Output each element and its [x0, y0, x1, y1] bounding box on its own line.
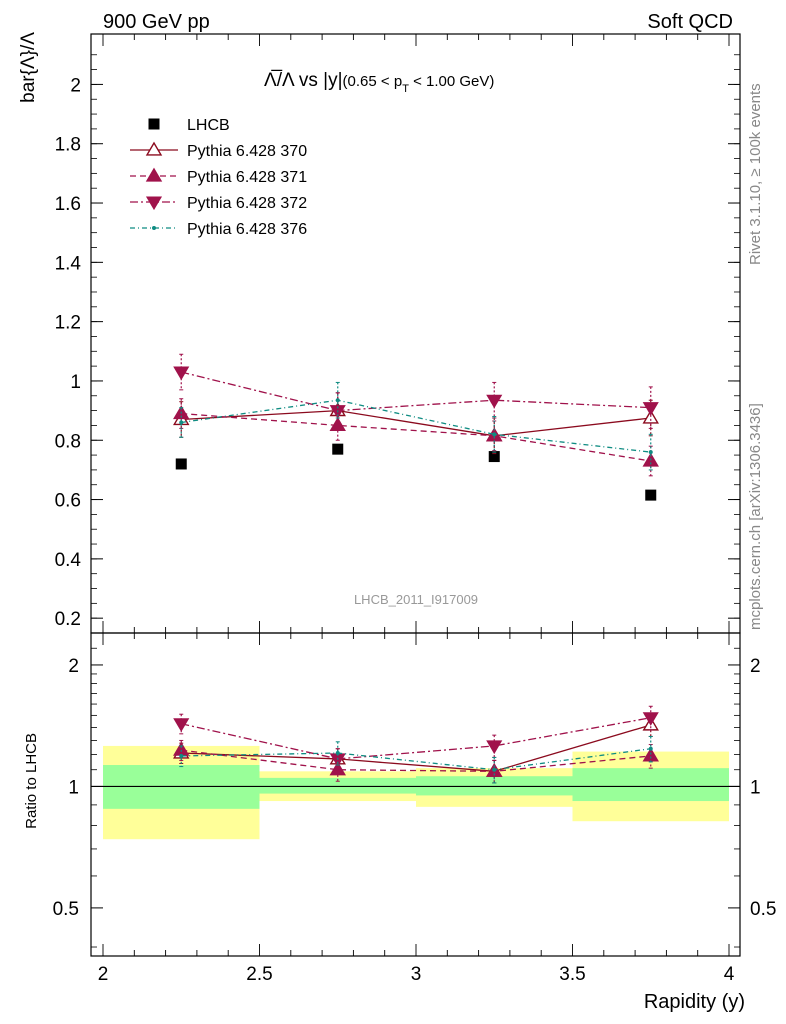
main-data-point: [175, 458, 187, 470]
main-data-point: [642, 402, 659, 416]
main-axis-ticks: 0.2 0.4 0.6 0.8 1 1.2 1.4 1.6 1.8 2: [55, 34, 740, 633]
main-data-point: [648, 450, 653, 455]
main-y-tick-label: 0.6: [55, 491, 81, 512]
plot-title: Λ̅/Λ vs |y|(0.65 < pT < 1.00 GeV): [264, 70, 494, 95]
legend-label: Pythia 6.428 370: [187, 143, 307, 160]
ratio-y-tick-label-right: 2: [750, 656, 761, 677]
main-series-line: [181, 409, 651, 437]
legend-marker: [152, 226, 156, 230]
legend-marker: [148, 118, 160, 130]
main-y-axis-label: bar{Λ}/Λ: [18, 32, 39, 103]
ratio-data-point: [492, 767, 497, 772]
mcplots-label: mcplots.cern.ch [arXiv:1306.3436]: [747, 403, 764, 630]
legend-entry: Pythia 6.428 376: [130, 221, 307, 238]
analysis-watermark: LHCB_2011_I917009: [354, 592, 478, 607]
main-data-point: [173, 366, 190, 381]
main-y-tick-label: 1.4: [55, 253, 82, 274]
main-y-tick-label: 1.2: [55, 313, 81, 334]
legend-entry: Pythia 6.428 372: [130, 195, 307, 212]
main-data-point: [179, 420, 184, 425]
ratio-data-point: [173, 718, 190, 732]
main-y-tick-label: 0.4: [55, 550, 82, 571]
legend-marker: [145, 141, 163, 156]
header-left-label: 900 GeV pp: [103, 11, 210, 33]
legend-entry: LHCB: [148, 117, 230, 134]
ratio-series-line: [181, 717, 651, 760]
main-data-point: [488, 451, 500, 463]
ratio-series-pythia-6.428-372: [173, 705, 659, 771]
ratio-y-tick-label: 2: [68, 656, 79, 677]
main-data-point: [332, 443, 344, 455]
ratio-data-point: [179, 753, 184, 758]
main-data-point: [335, 398, 340, 403]
ratio-y-tick-label: 0.5: [53, 899, 79, 920]
ratio-data-point: [329, 761, 346, 776]
main-y-tick-label: 1.6: [55, 194, 81, 215]
x-tick-label: 2.5: [246, 964, 272, 985]
ratio-series: [173, 705, 659, 784]
main-y-tick-label: 0.8: [55, 431, 81, 452]
main-y-tick-label: 1.8: [55, 135, 81, 156]
ratio-y-tick-label-right: 0.5: [750, 899, 776, 920]
x-tick-label: 4: [724, 964, 735, 985]
ratio-uncertainty-bands: [103, 745, 729, 840]
main-y-tick-label: 1: [70, 372, 81, 393]
legend-label: Pythia 6.428 372: [187, 195, 307, 212]
plot-title-cut-open: (0.65 < p: [343, 73, 403, 90]
ratio-data-point: [335, 751, 340, 756]
plot-title-cut-close: < 1.00 GeV): [409, 73, 494, 90]
legend-label: Pythia 6.428 376: [187, 221, 307, 238]
ratio-series-line: [181, 749, 651, 772]
main-series-line: [181, 399, 651, 453]
ratio-series-pythia-6.428-376: [179, 735, 653, 784]
ratio-inner-band: [416, 776, 573, 796]
plot-title-cut-sub: T: [402, 83, 409, 95]
x-tick-label: 2: [98, 964, 109, 985]
legend-marker: [145, 196, 163, 211]
ratio-data-point: [648, 746, 653, 751]
main-data-point: [492, 432, 497, 437]
ratio-plot-frame: [90, 632, 741, 957]
main-data-point: [486, 394, 503, 409]
x-tick-label: 3: [411, 964, 422, 985]
main-data-point: [645, 489, 657, 501]
ratio-data-point: [486, 740, 503, 755]
header-right-label: Soft QCD: [647, 11, 733, 33]
main-y-tick-label: 0.2: [55, 609, 81, 630]
legend-label: LHCB: [187, 117, 230, 134]
ratio-y-axis-label: Ratio to LHCB: [23, 733, 40, 829]
main-series-pythia-6.428-371: [173, 398, 659, 477]
legend-label: Pythia 6.428 371: [187, 169, 307, 186]
main-series: [173, 353, 659, 501]
legend: LHCB Pythia 6.428 370 Pythia 6.428 371 Pyth…: [130, 117, 307, 238]
ratio-data-point: [642, 712, 659, 726]
main-series-pythia-6.428-372: [173, 353, 659, 429]
ratio-series-line: [181, 724, 651, 772]
ratio-series-line: [181, 748, 651, 771]
ratio-inner-band: [259, 777, 416, 794]
x-axis-label: Rapidity (y): [644, 991, 745, 1013]
main-data-point: [329, 417, 346, 432]
legend-marker: [145, 167, 163, 182]
main-y-tick-label: 2: [70, 75, 81, 96]
legend-entry: Pythia 6.428 370: [130, 141, 307, 160]
main-series-lhcb: [175, 443, 657, 501]
main-series-pythia-6.428-376: [179, 381, 653, 471]
legend-entry: Pythia 6.428 371: [130, 167, 307, 186]
ratio-axis-ticks: 0.5 0.5 1 1 2 2 2 2.5 3 3.5 4: [53, 633, 776, 985]
ratio-y-tick-label: 1: [68, 777, 79, 798]
rivet-version-label: Rivet 3.1.10, ≥ 100k events: [747, 83, 764, 265]
main-series-line: [181, 371, 651, 412]
ratio-inner-band: [572, 768, 729, 802]
main-series-line: [181, 412, 651, 462]
plot-title-main: Λ̅/Λ vs |y|: [264, 70, 343, 91]
ratio-y-tick-label-right: 1: [750, 777, 761, 798]
x-tick-label: 3.5: [559, 964, 585, 985]
